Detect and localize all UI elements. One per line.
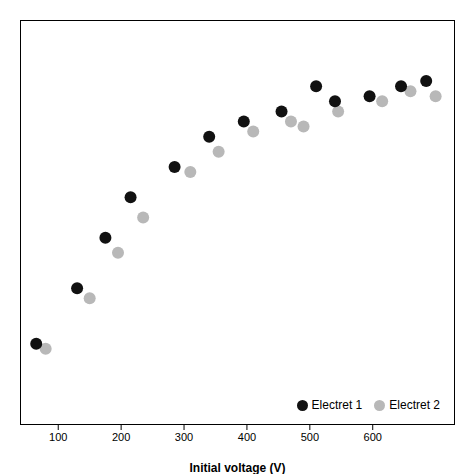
svg-text:300: 300 xyxy=(175,431,193,443)
html-text:Electret 1: Electret 1 xyxy=(311,398,363,412)
svg-text:100: 100 xyxy=(49,431,67,443)
svg-text:200: 200 xyxy=(112,431,130,443)
svg-text:600: 600 xyxy=(364,431,382,443)
svg-text:500: 500 xyxy=(301,431,319,443)
svg-text:400: 400 xyxy=(238,431,256,443)
svg-text:Initial voltage (V): Initial voltage (V) xyxy=(189,461,285,474)
html-text:Electret 2: Electret 2 xyxy=(389,398,440,412)
